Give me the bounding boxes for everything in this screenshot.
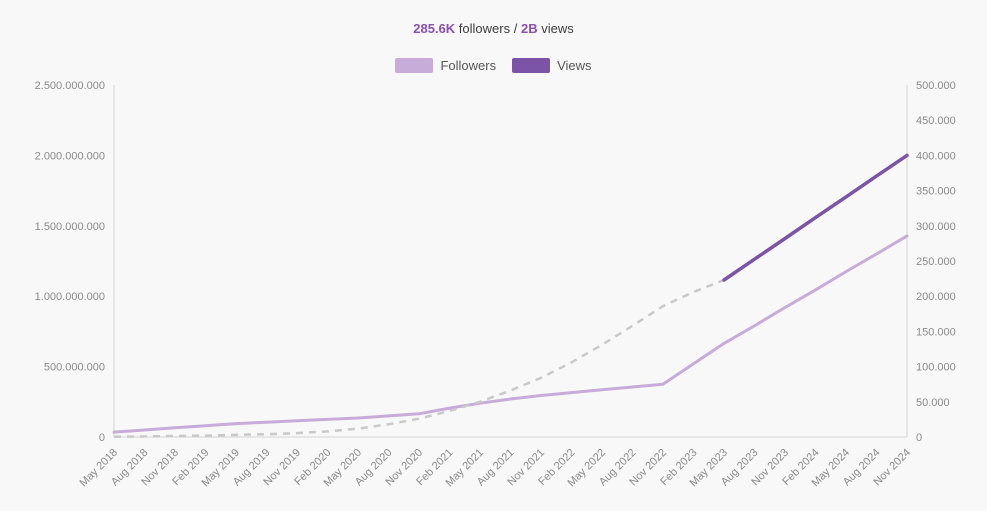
views-line[interactable] xyxy=(722,153,909,282)
right-axis-tick-label: 100.000 xyxy=(916,362,956,374)
right-axis-tick-label: 50.000 xyxy=(916,397,950,409)
stat-divider: / xyxy=(513,21,518,36)
views-stat: 2B xyxy=(520,21,538,36)
legend-item-followers[interactable]: Followers xyxy=(395,58,496,73)
followers-stat: 285.6K xyxy=(413,21,456,36)
views-stat-label: views xyxy=(541,21,574,36)
left-axis-tick-label: 500.000.000 xyxy=(44,362,105,374)
legend-item-views[interactable]: Views xyxy=(512,58,592,73)
right-axis-tick-label: 0 xyxy=(916,432,922,444)
left-axis-tick-label: 1.500.000.000 xyxy=(35,221,105,233)
right-axis-tick-label: 400.000 xyxy=(916,150,956,162)
views-legend-label: Views xyxy=(557,58,592,73)
followers-legend-swatch xyxy=(395,58,434,73)
left-axis-tick-label: 2.000.000.000 xyxy=(35,150,105,162)
left-axis-tick-label: 2.500.000.000 xyxy=(35,80,105,92)
left-axis-tick-label: 0 xyxy=(99,432,105,444)
right-axis-tick-label: 250.000 xyxy=(916,256,956,268)
followers-legend-label: Followers xyxy=(440,58,497,73)
chart-legend: Followers Views xyxy=(0,58,987,73)
followers-stat-label: followers xyxy=(458,21,511,36)
views-legend-swatch xyxy=(512,58,551,73)
chart-title: 285.6K followers / 2B views xyxy=(0,21,987,36)
right-axis-tick-label: 300.000 xyxy=(916,221,956,233)
followers-line[interactable] xyxy=(112,234,909,434)
right-axis-tick-label: 500.000 xyxy=(916,80,956,92)
left-axis-tick-label: 1.000.000.000 xyxy=(35,291,105,303)
right-axis-tick-label: 350.000 xyxy=(916,186,956,198)
right-axis-tick-label: 450.000 xyxy=(916,115,956,127)
right-axis-tick-label: 200.000 xyxy=(916,291,956,303)
right-axis-tick-label: 150.000 xyxy=(916,326,956,338)
